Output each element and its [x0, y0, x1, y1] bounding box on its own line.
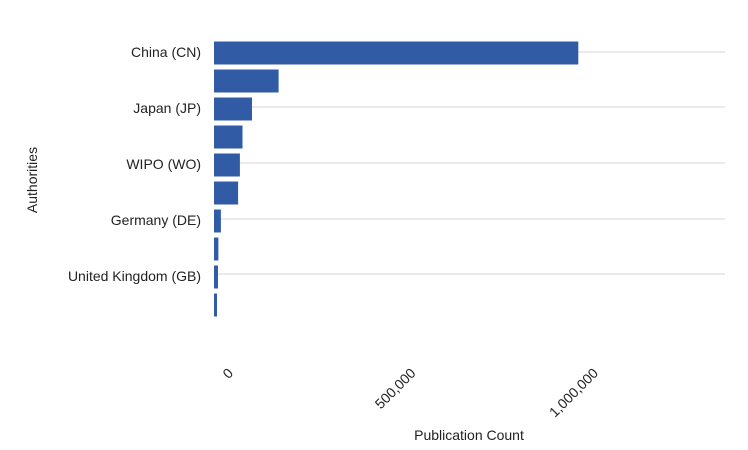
y-tick-label: Japan (JP): [133, 100, 201, 116]
x-tick-label: 0: [219, 365, 236, 382]
y-tick-labels: China (CN) Japan (JP) WIPO (WO) Germany (DE…: [68, 44, 201, 284]
x-axis-title: Publication Count: [414, 427, 524, 443]
y-axis-title: Authorities: [24, 147, 40, 213]
bar: [214, 209, 221, 233]
bar: [214, 153, 240, 177]
bar: [214, 293, 217, 317]
y-tick-label: Germany (DE): [111, 212, 201, 228]
bar: [214, 125, 243, 149]
x-tick-labels: 0 500,000 1,000,000: [219, 365, 601, 421]
gridlines: [214, 51, 725, 275]
bar: [214, 97, 252, 121]
y-tick-label: United Kingdom (GB): [68, 268, 201, 284]
bars: [214, 41, 579, 317]
bar: [214, 69, 279, 93]
bar: [214, 41, 579, 65]
bar: [214, 237, 219, 261]
bar: [214, 181, 239, 205]
y-tick-label: China (CN): [131, 44, 201, 60]
x-tick-label: 500,000: [372, 365, 419, 412]
x-tick-label: 1,000,000: [546, 365, 602, 421]
y-tick-label: WIPO (WO): [126, 156, 201, 172]
bar: [214, 265, 218, 289]
